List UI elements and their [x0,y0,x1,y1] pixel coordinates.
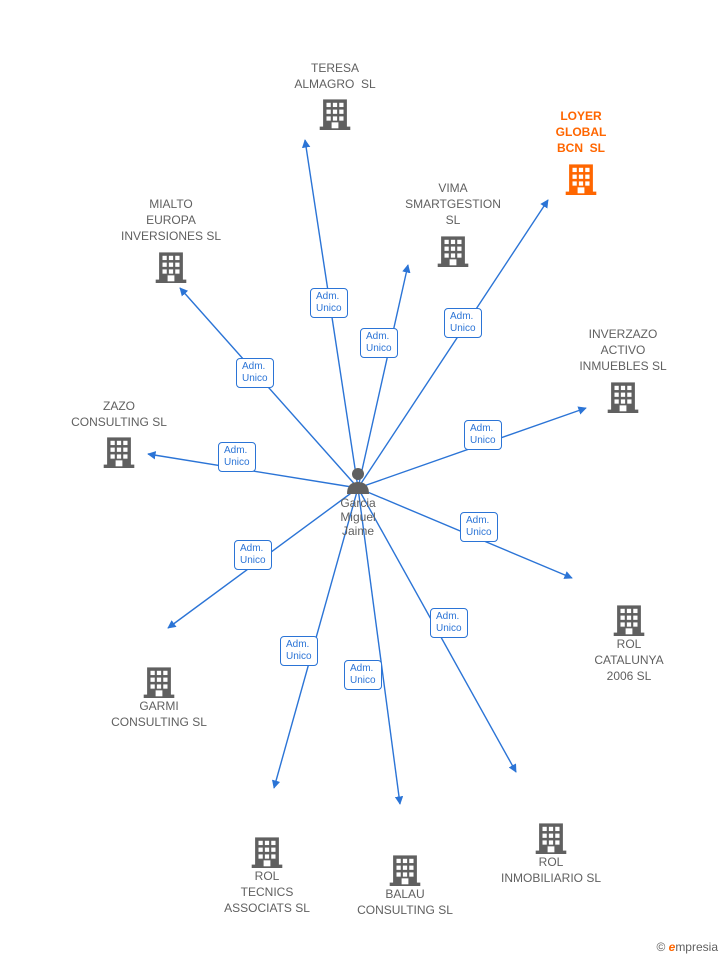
building-icon [154,249,188,283]
company-node-roltec[interactable]: ROL TECNICS ASSOCIATS SL [212,830,322,917]
brand-rest: mpresia [675,940,718,954]
center-person-node: Garcia Miguel Jaime [323,466,393,538]
edge-label-zazo: Adm. Unico [218,442,256,472]
company-label: ZAZO CONSULTING SL [64,398,174,430]
edge-label-roltec: Adm. Unico [280,636,318,666]
company-label: VIMA SMARTGESTION SL [398,180,508,229]
building-icon [388,852,422,886]
company-label: ROL CATALUNYA 2006 SL [574,636,684,685]
edge-label-teresa: Adm. Unico [310,288,348,318]
company-label: LOYER GLOBAL BCN SL [526,108,636,157]
company-label: ROL INMOBILIARIO SL [496,854,606,886]
building-icon [318,96,352,130]
building-icon [250,834,284,868]
company-node-balau[interactable]: BALAU CONSULTING SL [350,848,460,918]
building-icon [436,233,470,267]
company-node-garmi[interactable]: GARMI CONSULTING SL [104,660,214,730]
building-icon [534,820,568,854]
company-label: BALAU CONSULTING SL [350,886,460,918]
edge-label-rolcat: Adm. Unico [460,512,498,542]
company-label: ROL TECNICS ASSOCIATS SL [212,868,322,917]
person-icon [345,466,371,494]
copyright: © empresia [656,940,718,954]
building-icon [612,602,646,636]
building-icon [564,161,598,195]
copyright-symbol: © [656,940,665,954]
company-label: MIALTO EUROPA INVERSIONES SL [116,196,226,245]
company-node-zazo[interactable]: ZAZO CONSULTING SL [64,398,174,468]
building-icon [142,664,176,698]
edge-label-balau: Adm. Unico [344,660,382,690]
company-label: GARMI CONSULTING SL [104,698,214,730]
company-node-rolcat[interactable]: ROL CATALUNYA 2006 SL [574,598,684,685]
edge-label-inverzazo: Adm. Unico [464,420,502,450]
company-node-vima[interactable]: VIMA SMARTGESTION SL [398,180,508,267]
building-icon [102,434,136,468]
company-node-rolinmo[interactable]: ROL INMOBILIARIO SL [496,816,606,886]
company-node-inverzazo[interactable]: INVERZAZO ACTIVO INMUEBLES SL [568,326,678,413]
company-label: TERESA ALMAGRO SL [280,60,390,92]
edge-label-mialto: Adm. Unico [236,358,274,388]
company-label: INVERZAZO ACTIVO INMUEBLES SL [568,326,678,375]
edge-label-garmi: Adm. Unico [234,540,272,570]
building-icon [606,379,640,413]
company-node-loyer[interactable]: LOYER GLOBAL BCN SL [526,108,636,195]
company-node-teresa[interactable]: TERESA ALMAGRO SL [280,60,390,130]
edge-vima [358,265,408,488]
edge-label-loyer: Adm. Unico [444,308,482,338]
edge-label-vima: Adm. Unico [360,328,398,358]
edge-label-rolinmo: Adm. Unico [430,608,468,638]
edge-mialto [180,288,358,488]
center-label: Garcia Miguel Jaime [340,496,375,538]
company-node-mialto[interactable]: MIALTO EUROPA INVERSIONES SL [116,196,226,283]
